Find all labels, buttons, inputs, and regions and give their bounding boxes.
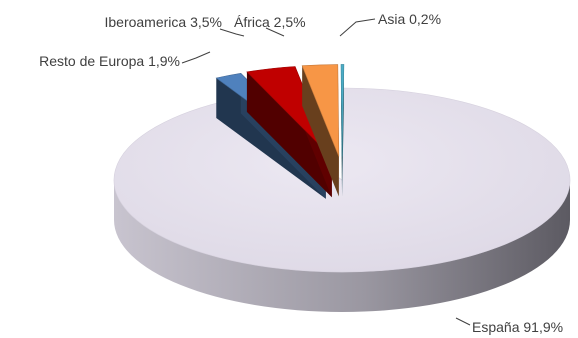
- leader-line-iberoamerica: [219, 28, 245, 37]
- label-layer: Resto de Europa 1,9% Iberoamerica 3,5% Á…: [39, 11, 563, 335]
- label-africa: África 2,5%: [234, 14, 306, 30]
- label-asia: Asia 0,2%: [378, 11, 441, 27]
- slice-face-iberoamerica-0: [246, 71, 332, 198]
- slice-face-africa-0: [302, 65, 339, 197]
- leader-line-africa: [265, 27, 285, 37]
- slice-side-espana: [114, 180, 570, 312]
- slice-asia: [340, 64, 345, 197]
- label-espana: España 91,9%: [472, 319, 563, 335]
- slice-africa: [301, 64, 340, 197]
- leader-line-resto-europa: [181, 51, 211, 64]
- slice-top-asia: [340, 64, 345, 157]
- pie-layer: [113, 64, 571, 312]
- leader-line-espana: [455, 317, 471, 326]
- slice-top-africa: [301, 64, 340, 157]
- label-iberoamerica: Iberoamerica 3,5%: [104, 14, 222, 30]
- label-resto-europa: Resto de Europa 1,9%: [39, 53, 180, 69]
- leader-line-asia: [339, 18, 376, 37]
- slice-top-iberoamerica: [246, 66, 333, 158]
